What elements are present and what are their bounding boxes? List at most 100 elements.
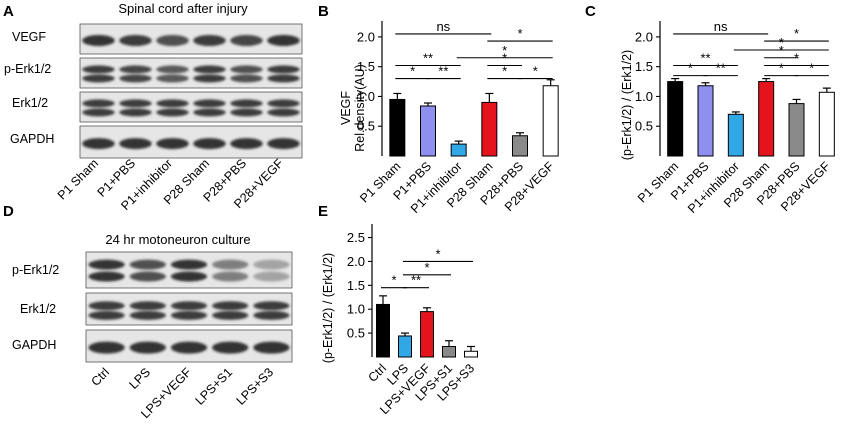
- blot-band: [253, 341, 290, 354]
- blot-band: [193, 108, 226, 117]
- bar: [376, 303, 390, 358]
- blot-strip: [79, 23, 303, 55]
- blot-band: [129, 301, 166, 311]
- blot-band: [119, 108, 152, 117]
- panel-c-letter: C: [585, 3, 596, 20]
- bar: [542, 85, 559, 157]
- blot-band: [119, 138, 152, 150]
- blot-band: [170, 259, 208, 270]
- blot-band: [156, 138, 189, 150]
- blot-band: [170, 271, 208, 282]
- bar: [788, 103, 805, 157]
- blot-band: [212, 259, 249, 270]
- blot-band: [193, 74, 226, 83]
- bar: [481, 101, 498, 157]
- row-label-erk: Erk1/2: [20, 302, 56, 316]
- panel-e-letter: E: [318, 203, 328, 220]
- blot-strip: [79, 125, 303, 159]
- blot-band: [119, 65, 152, 74]
- blot-strip: [85, 251, 293, 289]
- blot-band: [119, 74, 152, 83]
- blot-band: [129, 259, 166, 270]
- panel-d-title: 24 hr motoneuron culture: [105, 232, 250, 247]
- significance-label: *: [410, 64, 415, 79]
- panel-d-letter: D: [3, 203, 14, 220]
- blot-band: [119, 35, 152, 46]
- row-label-gapdh: GAPDH: [10, 132, 54, 146]
- blot-band: [82, 99, 115, 108]
- significance-label: *: [502, 64, 507, 79]
- blot-a: [79, 23, 303, 159]
- panel-b-letter: B: [318, 3, 329, 20]
- blot-band: [267, 108, 300, 117]
- blot-band: [267, 99, 300, 108]
- bar: [398, 335, 412, 358]
- row-label-gapdh: GAPDH: [12, 338, 56, 352]
- panel-a-title: Spinal cord after injury: [118, 1, 248, 16]
- bar: [758, 81, 775, 157]
- chart-e: 0.51.01.52.02.5CtrlLPSLPS+VEGFLPS+S1LPS+…: [347, 224, 478, 417]
- y-tick-label: 2.0: [635, 29, 653, 44]
- row-label-p-erk: p-Erk1/2: [12, 263, 59, 277]
- significance-label: *: [424, 260, 429, 275]
- blot-band: [170, 301, 208, 311]
- significance-label: *: [779, 43, 784, 58]
- y-tick-label: 1.5: [357, 59, 375, 74]
- significance-label: **: [438, 64, 448, 79]
- blot-band: [253, 271, 290, 282]
- blot-band: [88, 301, 125, 311]
- bar: [727, 113, 744, 157]
- y-tick-label: 2.0: [357, 29, 375, 44]
- blot-band: [170, 341, 208, 354]
- y-tick-label: 1.0: [635, 89, 653, 104]
- y-tick-label: 1.0: [357, 89, 375, 104]
- bar: [818, 91, 835, 157]
- significance-label: *: [502, 50, 507, 65]
- chart-c: 0.51.01.52.0P1 ShamP1+PBSP1+inhibitorP28…: [635, 19, 835, 216]
- blot-band: [129, 271, 166, 282]
- bar: [420, 105, 436, 157]
- blot-band: [230, 65, 263, 74]
- bar: [697, 85, 714, 157]
- significance-label: *: [533, 64, 538, 79]
- significance-label: *: [688, 61, 693, 76]
- blot-d: [85, 251, 293, 363]
- lane-label: P1 Sham: [55, 156, 101, 202]
- blot-band: [170, 310, 208, 320]
- bar: [420, 311, 434, 358]
- panel-e: E (p-Erk1/2) / (Erk1/2) 0.5 1.0 1.5 2.0 2.5 C…: [318, 203, 478, 417]
- blot-band: [267, 65, 300, 74]
- blot-band: [82, 108, 115, 117]
- row-label-p-erk: p-Erk1/2: [4, 62, 51, 76]
- significance-label: **: [716, 61, 726, 76]
- blot-band: [212, 271, 249, 282]
- lane-label: Ctrl: [88, 365, 112, 389]
- blot-band: [88, 259, 125, 270]
- lane-label: LPS: [127, 365, 154, 392]
- blot-strip: [79, 57, 303, 89]
- y-tick-label: 0.5: [357, 119, 375, 134]
- significance-label: *: [794, 26, 799, 41]
- blot-band: [267, 138, 300, 150]
- blot-band: [212, 310, 249, 320]
- panel-c: C (p-Erk1/2) / (Erk1/2) 0.51.01.52.0P1 S…: [585, 3, 835, 216]
- blot-band: [88, 310, 125, 320]
- significance-label: *: [794, 50, 799, 65]
- significance-label: *: [779, 61, 784, 76]
- y-tick-label: 0.5: [635, 119, 653, 134]
- blot-d-row-labels: p-Erk1/2 Erk1/2 GAPDH: [12, 263, 59, 352]
- blot-band: [156, 99, 189, 108]
- blot-band: [129, 341, 166, 354]
- bar: [389, 98, 406, 157]
- lane-label: LPS+S1: [193, 365, 236, 408]
- significance-label: *: [779, 35, 784, 50]
- y-tick-label: 1.5: [635, 59, 653, 74]
- bar: [464, 350, 478, 358]
- blot-band: [212, 341, 249, 354]
- blot-band: [156, 74, 189, 83]
- blot-band: [119, 99, 152, 108]
- blot-band: [253, 310, 290, 320]
- blot-band: [267, 74, 300, 83]
- row-label-erk: Erk1/2: [12, 96, 48, 110]
- chart-b-ylabel-line1: VEGF: [339, 91, 353, 125]
